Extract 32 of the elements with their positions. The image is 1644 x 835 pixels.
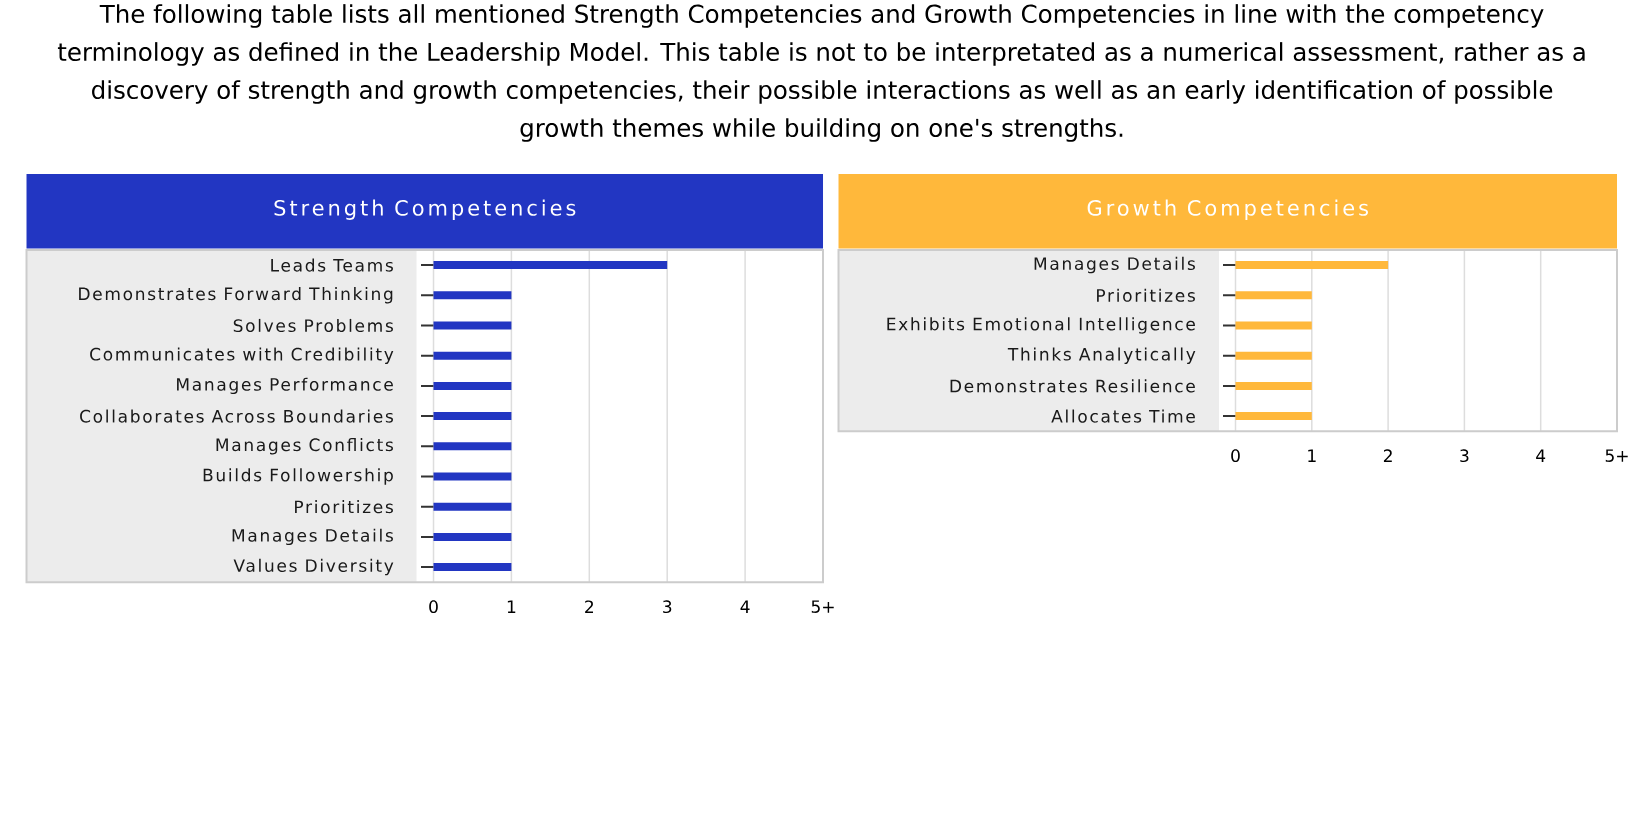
y-tick-label: Thinks Analytically [1007, 347, 1196, 364]
y-tick-label: Manages Conflicts [216, 438, 393, 455]
x-tick-label: 0 [1231, 449, 1240, 463]
chart-title: Growth Competencies [1087, 199, 1368, 220]
y-tick-label: Manages Details [232, 528, 393, 546]
y-tick-label: Allocates Time [1051, 409, 1195, 423]
x-tick-label: 4 [1536, 449, 1546, 462]
x-tick-label: 4 [740, 600, 750, 613]
y-tick-label: Solves Problems [233, 318, 393, 333]
x-tick-label: 5+ [1605, 449, 1628, 462]
chart-title: Strength Competencies [274, 199, 576, 220]
y-tick-label: Exhibits Emotional Intelligence [887, 317, 1195, 334]
x-tick-label: 2 [1383, 449, 1392, 462]
x-tick-label: 3 [663, 600, 672, 614]
x-tick-label: 3 [1460, 449, 1469, 463]
y-tick-label: Manages Details [1034, 256, 1195, 274]
y-tick-label: Values Diversity [233, 558, 394, 576]
text: The following table lists all mentioned Strength Competencies and Growth Competencies in line with the competency terminology as defined in the Leadership Model. This table is not to be interpretated as a numerical assessment, rather as a discovery of strength and growth competencies, their possible interactions as well as an early identification of possible growth themes while building on one's strengths. [57, 4, 1585, 142]
y-tick-label: Prioritizes [1097, 288, 1195, 302]
y-tick-label: Communicates with Credibility [90, 347, 394, 364]
y-tick-label: Demonstrates Forward Thinking [79, 287, 393, 304]
x-tick-label: 0 [429, 600, 438, 614]
y-tick-label: Prioritizes [295, 500, 393, 514]
y-tick-label: Demonstrates Resilience [950, 379, 1195, 393]
x-tick-label: 1 [507, 600, 516, 613]
x-tick-label: 2 [585, 600, 594, 613]
y-tick-label: Collaborates Across Boundaries [80, 409, 393, 423]
y-tick-label: Manages Performance [177, 377, 393, 395]
x-tick-label: 1 [1308, 449, 1316, 462]
y-tick-label: Builds Followership [203, 468, 393, 485]
x-tick-label: 5+ [811, 600, 834, 613]
y-tick-label: Leads Teams [271, 258, 393, 272]
